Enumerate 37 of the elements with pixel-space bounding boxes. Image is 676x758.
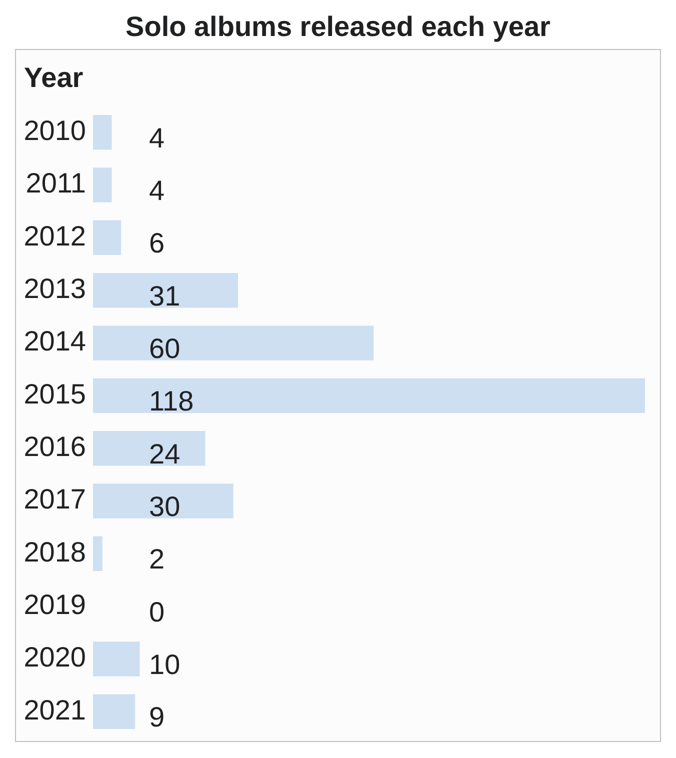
bar (93, 220, 122, 256)
data-label: 4 (149, 122, 165, 154)
y-tick-label: 2020 (24, 642, 86, 673)
data-label: 4 (149, 175, 165, 206)
bar (93, 536, 102, 572)
y-tick-label: 2018 (24, 536, 86, 568)
y-tick-label: 2017 (24, 484, 86, 515)
bar (93, 430, 206, 466)
y-tick-label: 2014 (24, 326, 86, 357)
data-label: 31 (149, 280, 180, 312)
data-label: 118 (149, 386, 194, 417)
bar (93, 694, 136, 730)
y-tick-label: 2010 (24, 115, 86, 146)
y-tick-label: 2012 (24, 220, 86, 252)
data-label: 9 (149, 702, 165, 733)
y-tick-label: 2015 (24, 378, 86, 410)
y-tick-label: 2013 (24, 273, 86, 304)
bar (93, 168, 112, 202)
bar (93, 378, 645, 414)
y-tick-label: 2011 (26, 168, 86, 199)
data-label: 2 (149, 544, 165, 575)
data-label: 30 (149, 491, 180, 522)
bar (93, 326, 374, 360)
data-label: 6 (149, 228, 165, 259)
y-tick-label: 2016 (24, 431, 86, 462)
data-label: 60 (149, 333, 180, 364)
bar (93, 484, 234, 518)
data-label: 0 (149, 596, 165, 628)
data-label: 24 (149, 438, 180, 470)
bar (93, 642, 140, 676)
bar (93, 114, 112, 150)
bar (93, 272, 238, 308)
y-tick-label: 2019 (24, 589, 86, 620)
y-tick-label: 2021 (24, 694, 86, 726)
y-axis-title: Year (24, 62, 84, 94)
data-label: 10 (149, 649, 180, 680)
chart-title: Solo albums released each year (124, 11, 552, 43)
